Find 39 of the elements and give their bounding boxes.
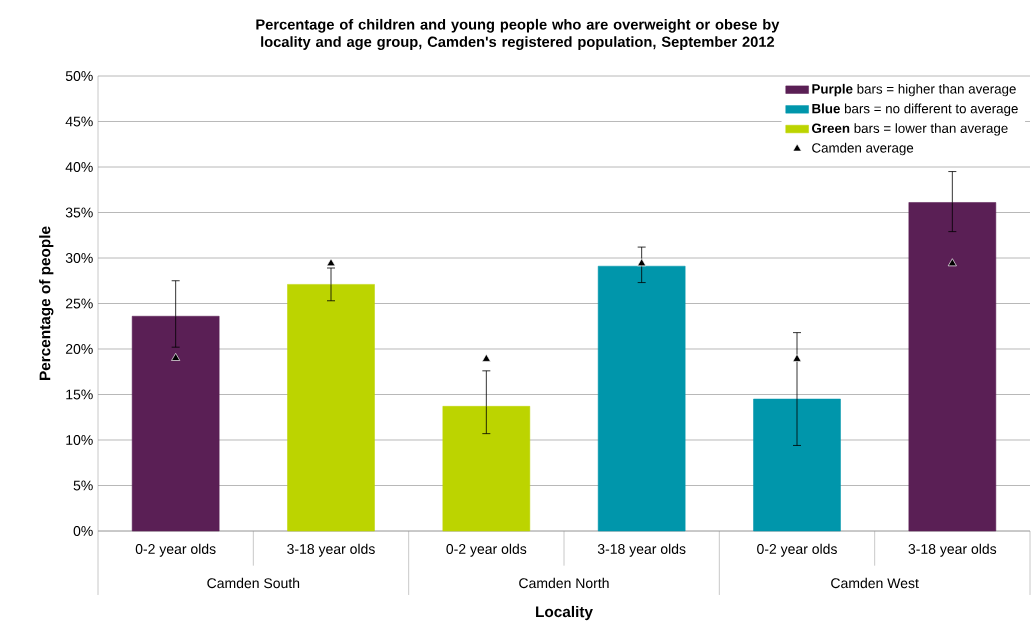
- legend-label: Green bars = lower than average: [812, 123, 1008, 136]
- x-tick-label: 3-18 year olds: [597, 543, 686, 557]
- y-tick-label: 0%: [73, 526, 93, 536]
- legend-label: Camden average: [812, 142, 914, 156]
- point: [792, 353, 802, 362]
- bar: [442, 406, 531, 532]
- bar: [597, 265, 686, 532]
- bar: [908, 202, 997, 532]
- x-tick-label: 0-2 year olds: [757, 543, 837, 557]
- y-tick-label: 25%: [65, 298, 93, 309]
- legend-label: Purple bars = higher than average: [812, 83, 1016, 97]
- y-tick-label: 40%: [65, 162, 93, 172]
- point: [171, 352, 181, 361]
- y-tick-label: 20%: [65, 344, 93, 354]
- y-tick-label: 50%: [65, 71, 93, 81]
- y-tick-label: 35%: [65, 207, 93, 218]
- x-axis-title: Locality: [536, 605, 593, 621]
- bar: [287, 284, 375, 532]
- point: [326, 258, 336, 267]
- point: [481, 353, 491, 362]
- bar: [753, 398, 841, 532]
- y-tick-label: 15%: [66, 389, 93, 400]
- text: Camden West: [831, 577, 919, 589]
- point: [637, 258, 647, 267]
- chart-title: Percentage of children and young people who are overweight or obese by locality and age group, Camden's registered population, September 2012: [256, 18, 780, 50]
- x-tick-label: 0-2 year olds: [135, 543, 216, 557]
- text: Camden North: [519, 577, 609, 589]
- x-tick-label: 3-18 year olds: [287, 543, 375, 557]
- legend-label: Blue bars = no different to average: [812, 103, 1018, 116]
- point: [947, 258, 957, 267]
- y-tick-label: 5%: [73, 480, 93, 491]
- x-tick-label: 3-18 year olds: [908, 543, 997, 557]
- bar: [131, 315, 220, 532]
- y-tick-label: 10%: [66, 435, 93, 445]
- y-axis-title: Percentage of people: [39, 226, 54, 381]
- x-tick-label: 0-2 year olds: [446, 543, 527, 557]
- y-tick-label: 30%: [65, 253, 93, 263]
- y-tick-label: 45%: [65, 116, 93, 127]
- text: Camden South: [207, 577, 300, 589]
